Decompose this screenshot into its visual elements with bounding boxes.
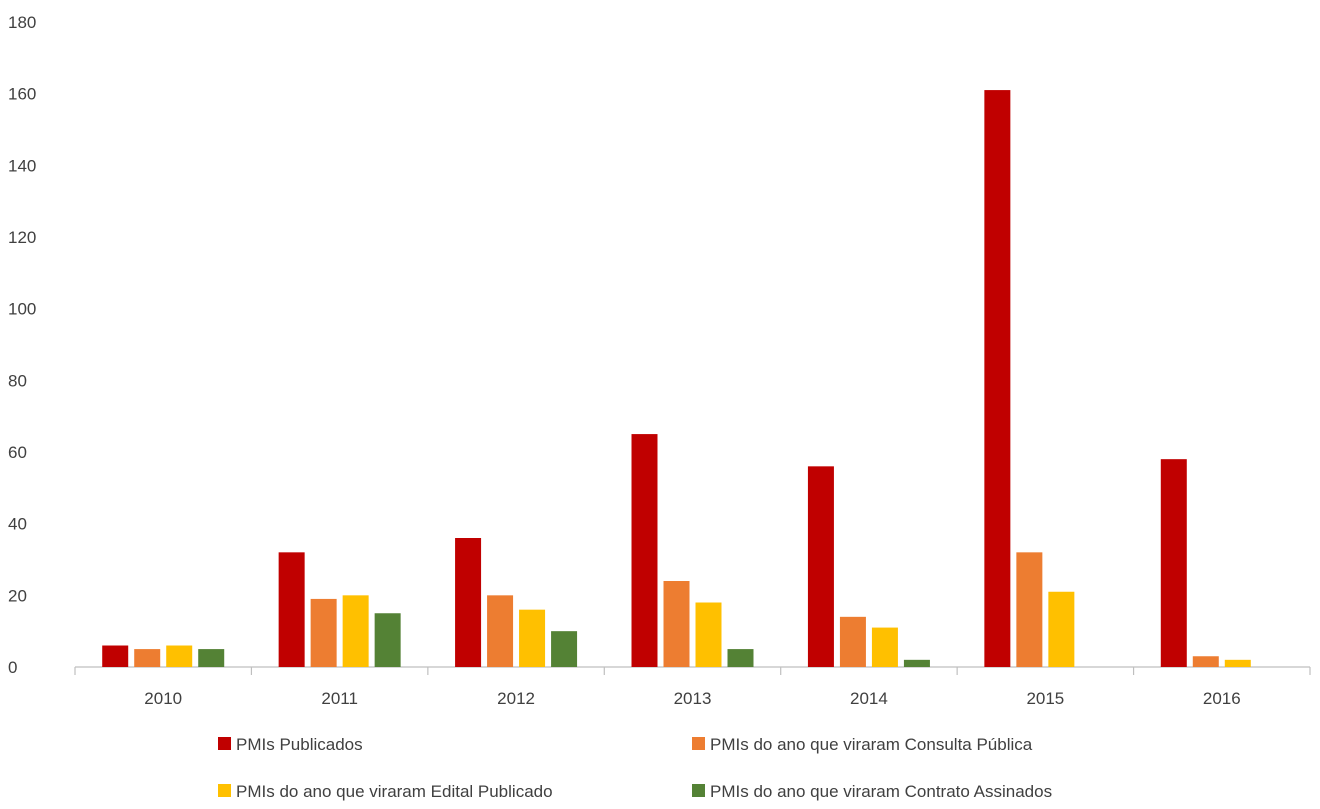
y-tick-label: 80 [8, 371, 27, 390]
x-tick-label: 2015 [1026, 689, 1064, 708]
y-tick-label: 180 [8, 13, 36, 32]
legend-swatch [692, 737, 705, 750]
bar-2012-series-4 [551, 631, 578, 667]
x-tick-label: 2012 [497, 689, 535, 708]
x-tick-label: 2010 [144, 689, 182, 708]
bar-2011-series-2 [310, 598, 337, 667]
bar-2014-series-2 [839, 616, 866, 667]
bar-2011-series-3 [342, 595, 369, 667]
y-tick-label: 120 [8, 228, 36, 247]
legend: PMIs Publicados PMIs do ano que viraram C… [218, 735, 1052, 801]
bar-2014-series-1 [807, 466, 834, 667]
x-axis: 2010 2011 2012 2013 2014 2015 2016 [74, 666, 1311, 708]
bars [102, 90, 1251, 668]
bar-2015-series-3 [1048, 591, 1075, 667]
bar-2015-series-1 [984, 90, 1011, 668]
bar-2013-series-2 [663, 581, 690, 667]
y-tick-label: 160 [8, 85, 36, 104]
bar-2014-series-3 [871, 627, 898, 667]
bar-2013-series-1 [631, 434, 658, 667]
y-tick-label: 20 [8, 586, 27, 605]
legend-label: PMIs do ano que viraram Consulta Pública [710, 735, 1033, 754]
x-tick-label: 2016 [1203, 689, 1241, 708]
bar-2014-series-4 [903, 659, 930, 667]
y-tick-label: 40 [8, 515, 27, 534]
bar-2012-series-3 [519, 609, 546, 667]
bar-2016-series-1 [1160, 459, 1187, 667]
bar-2011-series-1 [278, 552, 305, 667]
legend-label: PMIs do ano que viraram Contrato Assinad… [710, 782, 1052, 801]
y-tick-label: 60 [8, 443, 27, 462]
legend-swatch [692, 784, 705, 797]
legend-swatch [218, 784, 231, 797]
bar-2013-series-4 [727, 649, 754, 667]
bar-2010-series-3 [166, 645, 193, 667]
x-tick-label: 2013 [674, 689, 712, 708]
y-tick-label: 140 [8, 156, 36, 175]
y-tick-label: 0 [8, 658, 17, 677]
x-tick-label: 2014 [850, 689, 888, 708]
bar-2015-series-2 [1016, 552, 1043, 667]
x-tick-label: 2011 [321, 689, 358, 708]
bar-2016-series-2 [1192, 656, 1219, 667]
bar-2010-series-4 [198, 649, 225, 667]
legend-label: PMIs do ano que viraram Edital Publicado [236, 782, 553, 801]
bar-2012-series-2 [487, 595, 514, 667]
bar-2016-series-3 [1224, 659, 1251, 667]
bar-2013-series-3 [695, 602, 722, 667]
legend-label: PMIs Publicados [236, 735, 363, 754]
y-tick-label: 100 [8, 300, 36, 319]
bar-2012-series-1 [455, 538, 482, 667]
legend-swatch [218, 737, 231, 750]
bar-2010-series-1 [102, 645, 129, 667]
bar-2010-series-2 [134, 649, 161, 667]
y-axis-tick-labels: 0 20 40 60 80 100 120 140 160 180 [8, 13, 36, 677]
bar-2011-series-4 [374, 613, 401, 667]
